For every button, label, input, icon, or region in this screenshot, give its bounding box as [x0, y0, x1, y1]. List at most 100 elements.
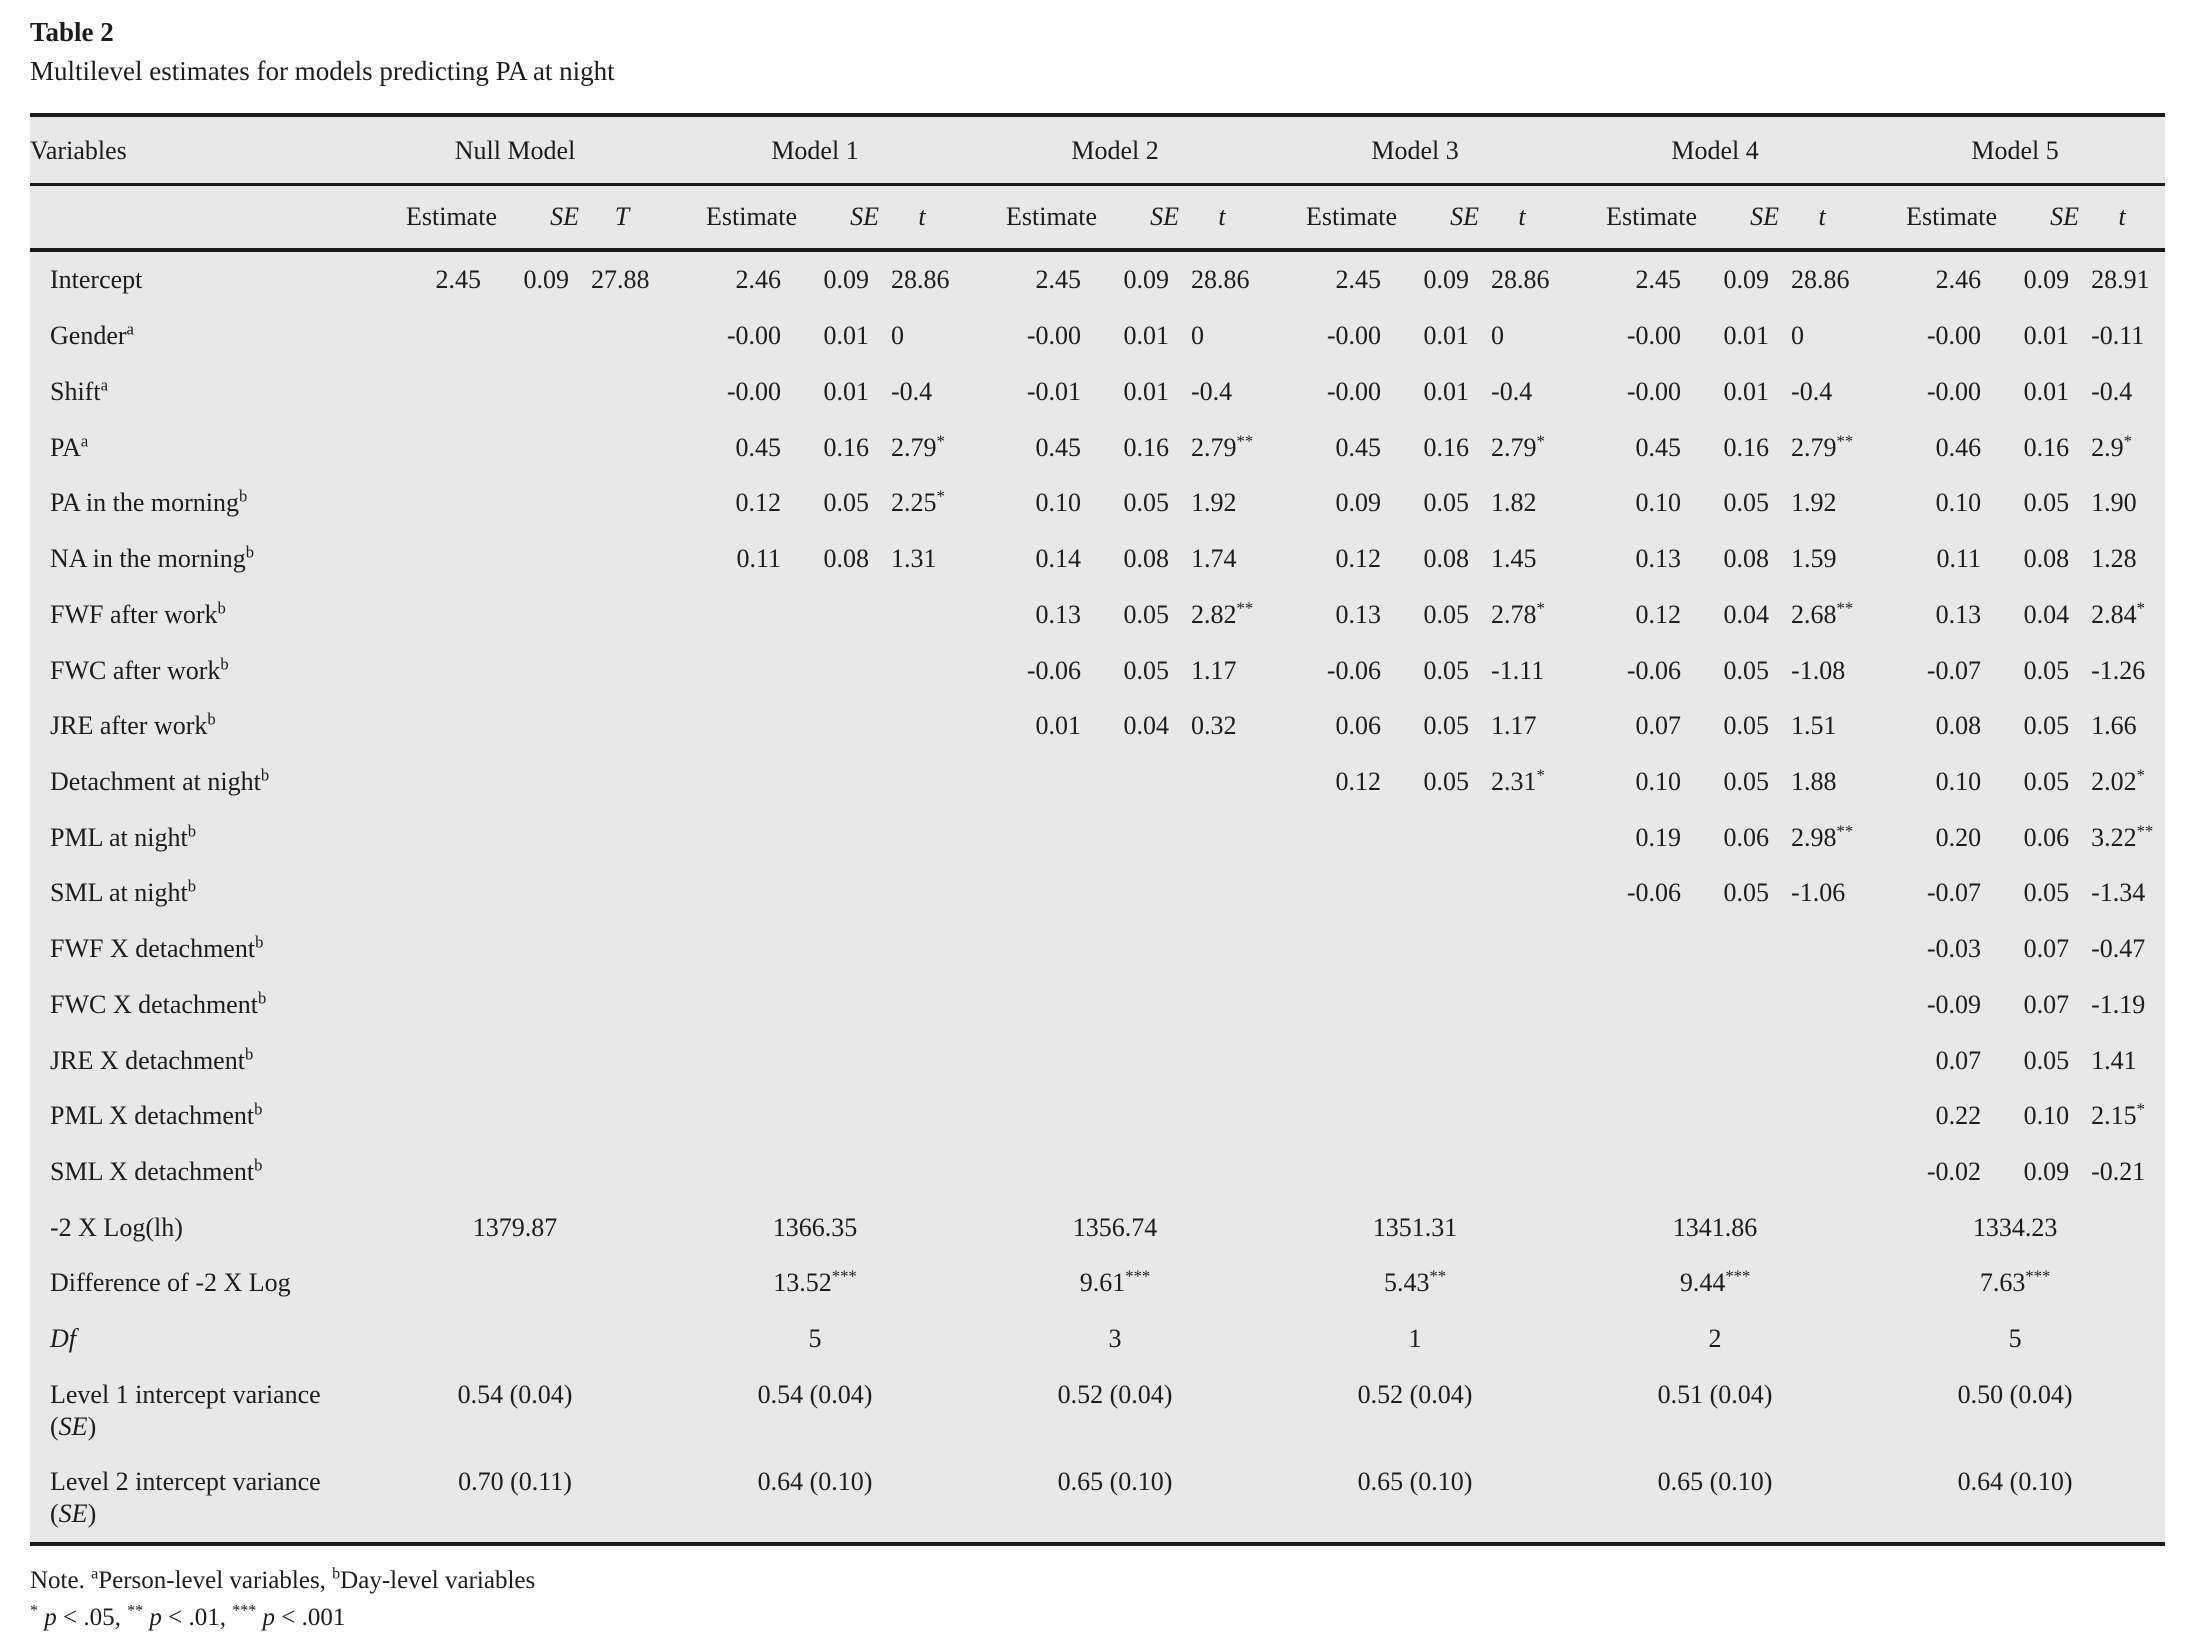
cell-fwc-after-work-model-2-se: 0.05 — [1123, 655, 1170, 685]
cell-sml-x-detachment-model-1-estimate — [665, 1144, 797, 1200]
header-row-statistics: Estimate SE T Estimate SE t Estimate SE t Estimat… — [30, 184, 2166, 253]
cell-sml-at-night-null-model-se — [497, 865, 579, 921]
table-row-fwf-after-work: FWF after workb 0.13 0.05 2.82** 0.13 0.05 2.7… — [30, 587, 2165, 643]
cell-shift-model-2-estimate: -0.01 — [1026, 376, 1082, 406]
cell-shift-model-3-t: -0.4 — [1491, 376, 1533, 406]
cell-na-in-the-morning-model-4-se: 0.08 — [1723, 544, 1770, 574]
summary-value-level1-intercept-variance-model-5: 0.50 (0.04) — [1957, 1379, 2073, 1409]
subheader-se-model-3: SE — [1397, 184, 1480, 253]
cell-fwc-after-work-model-1-se — [797, 643, 879, 699]
subheader-t-model-3: t — [1479, 184, 1566, 253]
cell-jre-after-work-model-5-estimate: 0.08 — [1935, 711, 1982, 741]
cell-pa-null-model-se — [497, 420, 579, 476]
cell-detachment-at-night-null-model-t — [579, 754, 665, 810]
cell-fwf-x-detachment-model-3-estimate — [1265, 921, 1397, 977]
summary-label-difference-of-neg2-log: Difference of -2 X Log — [50, 1268, 291, 1298]
cell-sml-at-night-model-2-se — [1097, 865, 1179, 921]
summary-value-level2-intercept-variance-model-4: 0.65 (0.10) — [1657, 1467, 1773, 1497]
cell-fwf-after-work-model-2-estimate: 0.13 — [1035, 599, 1082, 629]
variable-label-detachment-at-night: Detachment at nightb — [50, 765, 270, 796]
cell-shift-model-5-se: 0.01 — [2023, 376, 2070, 406]
summary-row-level2-intercept-variance: Level 2 intercept variance (SE) 0.70 (0.1… — [30, 1454, 2165, 1543]
cell-jre-x-detachment-model-4-estimate — [1565, 1033, 1697, 1089]
summary-value-level2-intercept-variance-model-1: 0.64 (0.10) — [757, 1467, 873, 1497]
cell-pa-model-1-se: 0.16 — [823, 432, 870, 462]
cell-pml-x-detachment-model-5-estimate: 0.22 — [1935, 1101, 1982, 1131]
cell-fwf-x-detachment-model-5-t: -0.47 — [2091, 934, 2146, 964]
cell-pa-null-model-t — [579, 420, 665, 476]
cell-sml-at-night-model-1-estimate — [665, 865, 797, 921]
cell-fwc-after-work-model-2-estimate: -0.06 — [1026, 655, 1082, 685]
cell-fwf-x-detachment-model-3-se — [1397, 921, 1479, 977]
cell-jre-after-work-model-1-t — [879, 698, 965, 754]
table-row-jre-after-work: JRE after workb 0.01 0.04 0.32 0.06 0.05 1.17 0… — [30, 698, 2165, 754]
summary-value-neg2-log-lh-null-model: 1379.87 — [472, 1212, 558, 1242]
cell-fwc-x-detachment-model-2-t — [1179, 977, 1265, 1033]
cell-detachment-at-night-null-model-estimate — [365, 754, 497, 810]
cell-gender-model-4-t: 0 — [1791, 321, 1805, 351]
cell-sml-x-detachment-model-4-estimate — [1565, 1144, 1697, 1200]
cell-fwc-x-detachment-model-5-se: 0.07 — [2023, 989, 2070, 1019]
summary-value-df-model-3: 1 — [1408, 1324, 1422, 1354]
cell-sml-at-night-null-model-t — [579, 865, 665, 921]
cell-sml-at-night-model-3-t — [1479, 865, 1565, 921]
cell-jre-x-detachment-model-5-estimate: 0.07 — [1935, 1045, 1982, 1075]
cell-intercept-model-3-se: 0.09 — [1423, 265, 1470, 295]
cell-pa-model-3-estimate: 0.45 — [1335, 432, 1382, 462]
table-row-intercept: Intercept 2.45 0.09 27.88 2.46 0.09 28.86 2.45 0… — [30, 250, 2165, 308]
cell-sml-at-night-null-model-estimate — [365, 865, 497, 921]
cell-jre-after-work-model-4-estimate: 0.07 — [1635, 711, 1682, 741]
cell-intercept-null-model-estimate: 2.45 — [435, 265, 482, 295]
cell-gender-model-2-estimate: -0.00 — [1026, 321, 1082, 351]
cell-pml-x-detachment-null-model-se — [497, 1088, 579, 1144]
summary-value-level1-intercept-variance-model-2: 0.52 (0.04) — [1057, 1379, 1173, 1409]
cell-fwf-after-work-model-4-se: 0.04 — [1723, 599, 1770, 629]
cell-na-in-the-morning-model-2-t: 1.74 — [1191, 544, 1237, 574]
cell-intercept-model-1-se: 0.09 — [823, 265, 870, 295]
cell-pa-in-the-morning-model-3-t: 1.82 — [1491, 488, 1537, 518]
summary-label-neg2-log-lh: -2 X Log(lh) — [50, 1212, 183, 1242]
cell-na-in-the-morning-model-4-t: 1.59 — [1791, 544, 1837, 574]
cell-fwf-after-work-null-model-se — [497, 587, 579, 643]
cell-na-in-the-morning-null-model-estimate — [365, 531, 497, 587]
cell-fwf-x-detachment-model-4-t — [1779, 921, 1865, 977]
cell-detachment-at-night-model-4-t: 1.88 — [1791, 766, 1837, 796]
cell-fwc-x-detachment-null-model-t — [579, 977, 665, 1033]
cell-pml-x-detachment-model-1-t — [879, 1088, 965, 1144]
summary-value-neg2-log-lh-model-3: 1351.31 — [1372, 1212, 1458, 1242]
cell-pa-in-the-morning-model-1-estimate: 0.12 — [735, 488, 782, 518]
summary-value-neg2-log-lh-model-5: 1334.23 — [1972, 1212, 2058, 1242]
variable-label-fwc-x-detachment: FWC X detachmentb — [50, 988, 267, 1019]
cell-fwc-after-work-model-4-estimate: -0.06 — [1626, 655, 1682, 685]
cell-fwf-after-work-model-5-t: 2.84* — [2091, 598, 2145, 629]
cell-shift-model-5-t: -0.4 — [2091, 376, 2133, 406]
table-row-pml-x-detachment: PML X detachmentb 0.22 0.10 2.15* — [30, 1088, 2165, 1144]
cell-sml-x-detachment-null-model-t — [579, 1144, 665, 1200]
cell-shift-model-4-t: -0.4 — [1791, 376, 1833, 406]
cell-fwf-x-detachment-model-2-estimate — [965, 921, 1097, 977]
cell-fwf-x-detachment-null-model-se — [497, 921, 579, 977]
cell-fwf-x-detachment-model-5-se: 0.07 — [2023, 934, 2070, 964]
cell-jre-x-detachment-model-3-t — [1479, 1033, 1565, 1089]
cell-fwf-after-work-model-2-se: 0.05 — [1123, 599, 1170, 629]
cell-sml-x-detachment-model-4-t — [1779, 1144, 1865, 1200]
subheader-spacer — [30, 184, 365, 253]
cell-pa-model-2-t: 2.79** — [1191, 430, 1254, 462]
model-header-model-3: Model 3 — [1265, 115, 1566, 187]
cell-fwc-after-work-model-5-se: 0.05 — [2023, 655, 2070, 685]
cell-fwc-after-work-model-4-t: -1.08 — [1791, 655, 1846, 685]
cell-sml-x-detachment-null-model-estimate — [365, 1144, 497, 1200]
cell-fwc-x-detachment-model-3-se — [1397, 977, 1479, 1033]
summary-value-difference-of-neg2-log-null-model — [365, 1255, 665, 1311]
cell-fwf-after-work-model-1-estimate — [665, 587, 797, 643]
summary-value-level1-intercept-variance-model-4: 0.51 (0.04) — [1657, 1379, 1773, 1409]
cell-detachment-at-night-model-3-se: 0.05 — [1423, 766, 1470, 796]
cell-shift-model-3-se: 0.01 — [1423, 376, 1470, 406]
cell-jre-x-detachment-null-model-t — [579, 1033, 665, 1089]
cell-pa-model-3-se: 0.16 — [1423, 432, 1470, 462]
cell-pml-at-night-null-model-estimate — [365, 810, 497, 866]
cell-pml-x-detachment-model-2-t — [1179, 1088, 1265, 1144]
cell-na-in-the-morning-model-1-t: 1.31 — [891, 544, 937, 574]
model-header-model-2: Model 2 — [965, 115, 1266, 187]
cell-pa-in-the-morning-model-5-t: 1.90 — [2091, 488, 2137, 518]
